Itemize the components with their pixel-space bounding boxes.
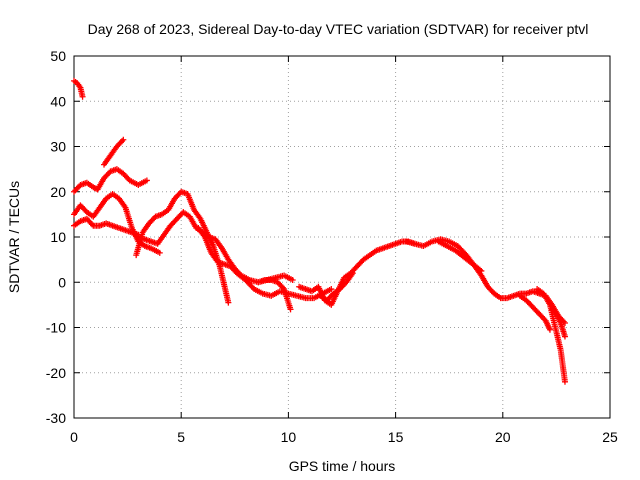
data-point	[349, 270, 356, 277]
data-point	[79, 93, 86, 100]
data-point	[156, 249, 163, 256]
grid-lines	[74, 56, 610, 418]
series-arc-5	[71, 215, 142, 238]
x-axis-title: GPS time / hours	[289, 458, 396, 474]
y-axis-title: SDTVAR / TECUs	[6, 181, 22, 293]
data-point	[289, 276, 296, 283]
series-arc-3	[101, 136, 127, 168]
x-tick-labels: 0 5 10 15 20 25	[70, 429, 618, 445]
data-point	[561, 378, 568, 385]
data-point	[143, 177, 150, 184]
y-tick-label: -20	[46, 365, 66, 381]
data-point	[328, 286, 335, 293]
y-tick-label: 40	[50, 93, 66, 109]
y-tick-label: 0	[58, 274, 66, 290]
data-point	[287, 306, 294, 313]
data-point	[120, 136, 127, 143]
series-arc-1	[71, 77, 86, 100]
data-points	[71, 77, 568, 385]
y-tick-labels: -30 -20 -10 0 10 20 30 40 50	[46, 48, 66, 426]
chart-title: Day 268 of 2023, Sidereal Day-to-day VTE…	[88, 21, 589, 37]
y-tick-label: 10	[50, 229, 66, 245]
series-arc-7	[135, 209, 296, 286]
series-arc-12	[403, 236, 568, 326]
series-arc-9	[255, 276, 294, 313]
x-tick-label: 25	[602, 429, 618, 445]
series-arc-11	[317, 270, 356, 304]
data-point	[478, 267, 485, 274]
data-point	[225, 299, 232, 306]
series-arc-13	[435, 238, 485, 274]
series-arc-15	[534, 286, 568, 385]
series-arc-2	[71, 166, 150, 195]
y-tick-label: 50	[50, 48, 66, 64]
y-tick-label: 20	[50, 184, 66, 200]
data-point	[546, 326, 553, 333]
series-arc-16	[549, 306, 568, 340]
x-tick-label: 10	[281, 429, 297, 445]
x-tick-label: 15	[388, 429, 404, 445]
x-tick-label: 20	[495, 429, 511, 445]
y-tick-label: -30	[46, 410, 66, 426]
series-arc-8	[195, 224, 335, 302]
series-arc-14	[516, 292, 553, 333]
x-tick-label: 5	[177, 429, 185, 445]
y-tick-label: 30	[50, 139, 66, 155]
x-tick-label: 0	[70, 429, 78, 445]
data-point	[561, 333, 568, 340]
y-tick-label: -10	[46, 320, 66, 336]
